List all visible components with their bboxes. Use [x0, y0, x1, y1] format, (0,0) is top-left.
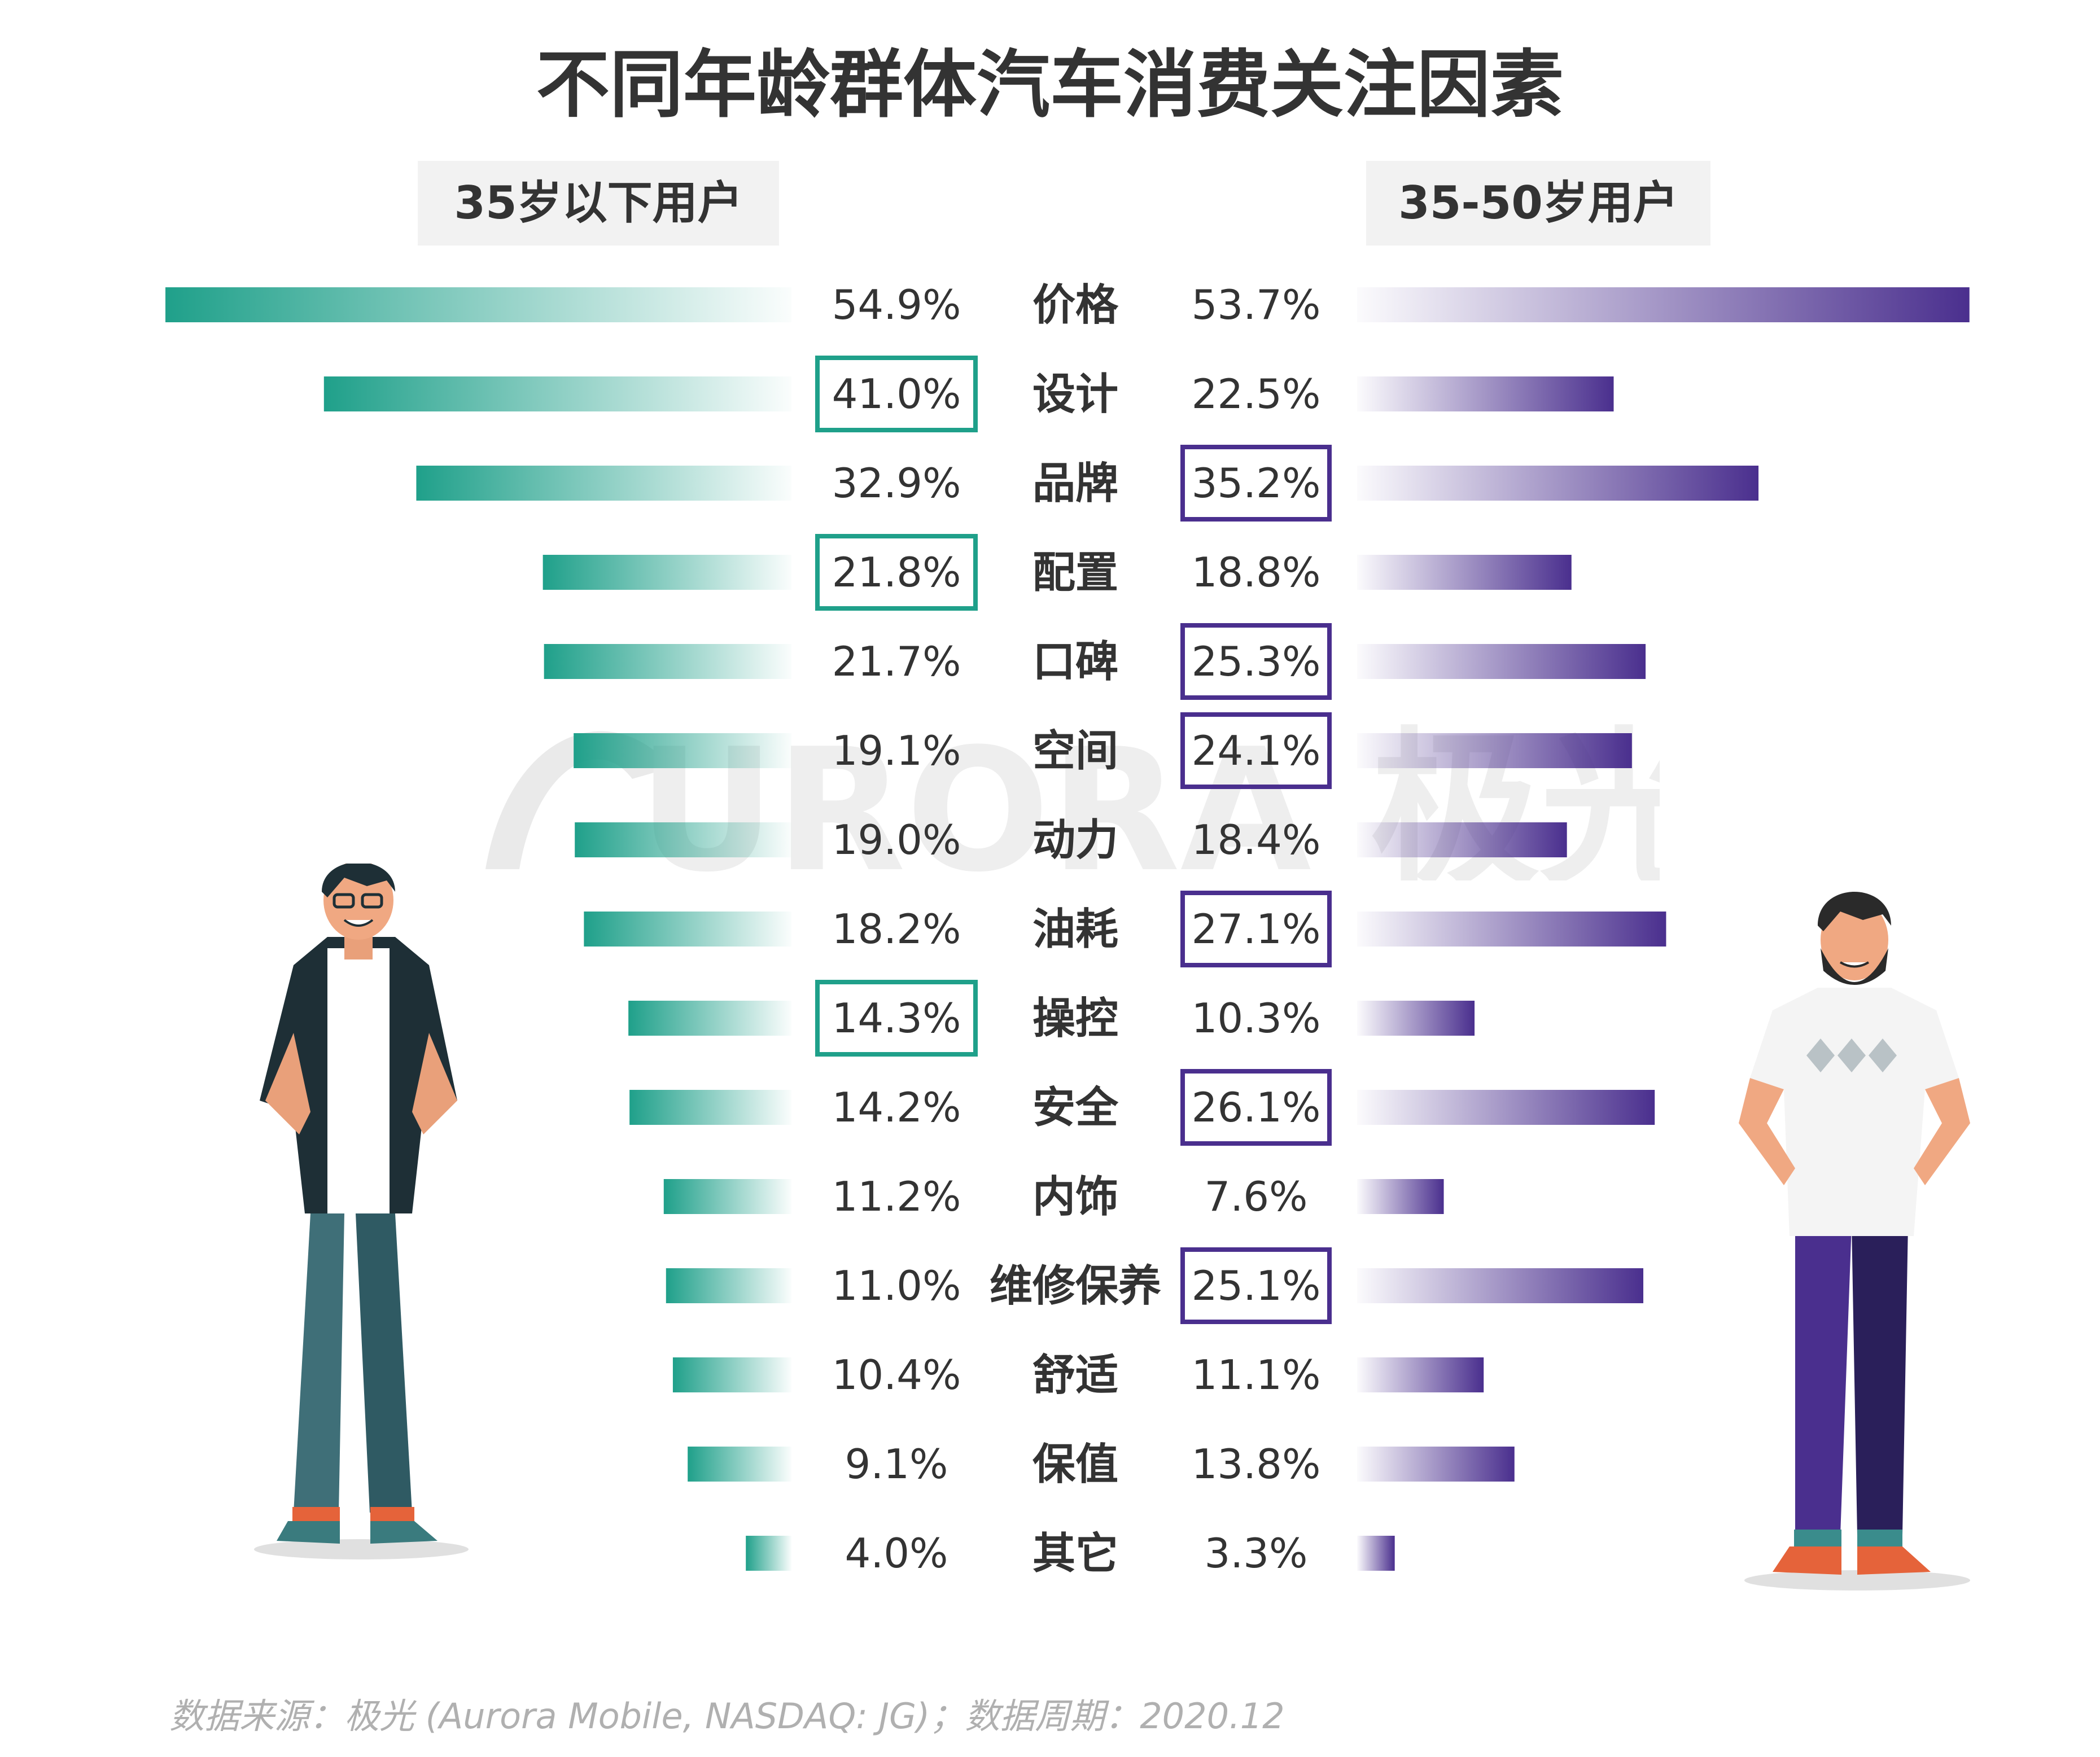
left-value-highlight-box: [815, 534, 978, 611]
category-label: 空间: [1032, 726, 1118, 776]
right-value-label: 7.6%: [1205, 1173, 1308, 1220]
left-bar: [323, 376, 791, 411]
left-value-label: 10.4%: [832, 1351, 961, 1399]
category-label: 其它: [1032, 1528, 1118, 1579]
right-bar: [1357, 1179, 1444, 1214]
left-value-label: 21.7%: [832, 638, 961, 685]
right-bar: [1357, 1536, 1395, 1571]
right-value-label: 18.4%: [1192, 816, 1321, 864]
right-bar: [1357, 912, 1666, 947]
right-value-highlight-box: [1180, 623, 1332, 700]
right-bar: [1357, 466, 1759, 501]
left-value-label: 18.2%: [832, 905, 961, 953]
left-bar: [416, 466, 791, 501]
left-value-highlight-box: [815, 356, 978, 432]
left-value-label: 9.1%: [845, 1440, 948, 1488]
left-group-label: 35岁以下用户: [418, 161, 779, 246]
category-label: 设计: [1032, 369, 1118, 419]
category-label: 配置: [1032, 547, 1118, 598]
category-label: 维修保养: [990, 1261, 1161, 1311]
right-value-label: 3.3%: [1205, 1530, 1308, 1577]
left-bar: [688, 1447, 791, 1482]
right-bar: [1357, 1447, 1515, 1482]
right-value-label: 27.1%: [1192, 905, 1321, 953]
left-value-label: 4.0%: [845, 1530, 948, 1577]
right-group-label: 35-50岁用户: [1366, 161, 1710, 246]
left-bar: [575, 822, 791, 857]
category-label: 安全: [1032, 1083, 1119, 1133]
right-value-label: 22.5%: [1192, 370, 1321, 418]
left-bar: [629, 1090, 791, 1125]
left-value-label: 21.8%: [832, 549, 961, 596]
left-bar: [584, 912, 791, 947]
left-value-label: 19.1%: [832, 727, 961, 774]
right-bar: [1357, 1357, 1484, 1392]
category-label: 动力: [1032, 815, 1118, 865]
young-man-illustration: [254, 864, 469, 1559]
right-value-label: 25.1%: [1192, 1262, 1321, 1309]
left-bar: [663, 1179, 791, 1214]
left-value-highlight-box: [815, 980, 978, 1057]
left-bar: [542, 555, 791, 590]
right-bar: [1357, 644, 1646, 679]
right-value-highlight-box: [1180, 1247, 1332, 1324]
right-bar: [1357, 1090, 1655, 1125]
right-value-highlight-box: [1180, 712, 1332, 789]
right-value-label: 13.8%: [1192, 1440, 1321, 1488]
left-bar: [672, 1357, 791, 1392]
left-value-label: 32.9%: [832, 459, 961, 507]
right-bar: [1357, 1001, 1475, 1036]
bearded-man-illustration: [1739, 892, 1970, 1590]
left-bar: [746, 1536, 791, 1571]
left-bar: [165, 287, 791, 322]
right-value-label: 53.7%: [1192, 281, 1321, 328]
category-label: 舒适: [1032, 1350, 1118, 1400]
right-value-highlight-box: [1180, 445, 1332, 522]
category-label: 油耗: [1032, 904, 1118, 954]
category-label: 口碑: [1032, 637, 1118, 687]
category-label: 内饰: [1032, 1172, 1118, 1222]
category-label: 保值: [1032, 1439, 1118, 1489]
left-value-label: 14.3%: [832, 994, 961, 1042]
left-bar: [628, 1001, 791, 1036]
right-value-label: 24.1%: [1192, 727, 1321, 774]
right-value-highlight-box: [1180, 891, 1332, 967]
right-bar: [1357, 733, 1632, 768]
left-value-label: 41.0%: [832, 370, 961, 418]
right-value-label: 18.8%: [1192, 549, 1321, 596]
right-bar: [1357, 1268, 1644, 1303]
left-bar: [574, 733, 791, 768]
data-source-note: 数据来源：极光 (Aurora Mobile, NASDAQ: JG)；数据周期…: [169, 1695, 1285, 1737]
right-bar: [1357, 287, 1970, 322]
left-value-label: 54.9%: [832, 281, 961, 328]
left-value-label: 11.2%: [832, 1173, 961, 1220]
category-label: 品牌: [1032, 458, 1118, 509]
right-bar: [1357, 376, 1614, 411]
right-value-label: 25.3%: [1192, 638, 1321, 685]
right-value-label: 10.3%: [1192, 994, 1321, 1042]
right-bar: [1357, 822, 1567, 857]
left-value-label: 14.2%: [832, 1084, 961, 1131]
right-value-label: 11.1%: [1192, 1351, 1321, 1399]
left-value-label: 11.0%: [832, 1262, 961, 1309]
right-value-label: 35.2%: [1192, 459, 1321, 507]
category-label: 操控: [1032, 993, 1118, 1044]
category-label: 价格: [1032, 280, 1119, 330]
left-bar: [666, 1268, 791, 1303]
left-bar: [544, 644, 791, 679]
right-value-highlight-box: [1180, 1069, 1332, 1146]
left-value-label: 19.0%: [832, 816, 961, 864]
right-value-label: 26.1%: [1192, 1084, 1321, 1131]
right-bar: [1357, 555, 1572, 590]
chart-title: 不同年龄群体汽车消费关注因素: [536, 42, 1564, 128]
